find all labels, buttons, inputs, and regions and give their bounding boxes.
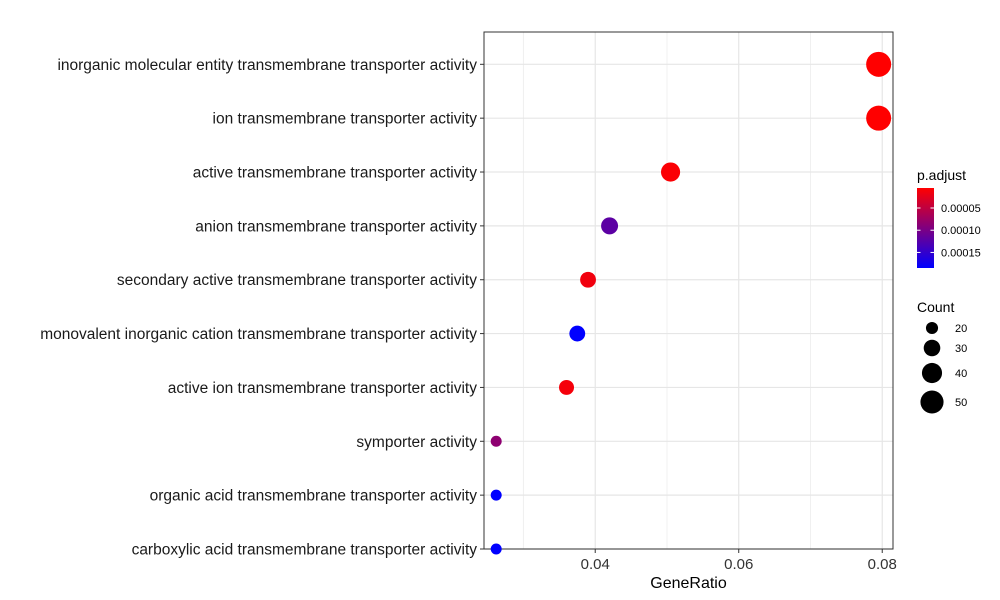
- grid-layer: [484, 32, 893, 550]
- y-tick-label: monovalent inorganic cation transmembran…: [40, 326, 477, 343]
- y-tick-label: inorganic molecular entity transmembrane…: [57, 57, 477, 74]
- size-legend-key: [920, 390, 944, 414]
- size-legend-label: 40: [955, 368, 967, 380]
- y-tick-label: ion transmembrane transporter activity: [213, 111, 478, 128]
- x-axis-labels: 0.04 0.06 0.08: [581, 556, 897, 573]
- size-legend-label: 30: [955, 343, 967, 355]
- data-point: [660, 162, 681, 182]
- y-tick-label: active ion transmembrane transporter act…: [168, 380, 478, 397]
- color-legend-label: 0.00015: [941, 247, 981, 259]
- color-legend: p.adjust 0.00005 0.00010 0.00015: [917, 167, 981, 268]
- axis-ticks: [480, 63, 883, 553]
- y-tick-label: secondary active transmembrane transport…: [117, 272, 477, 289]
- color-legend-label: 0.00005: [941, 203, 981, 215]
- plot-panel-border: [483, 31, 894, 550]
- size-legend-key: [923, 339, 941, 357]
- y-tick-label: carboxylic acid transmembrane transporte…: [132, 542, 478, 559]
- size-legend: Count 20 30 40 50: [917, 299, 967, 414]
- x-axis-title: GeneRatio: [650, 575, 727, 592]
- color-legend-label: 0.00010: [941, 225, 981, 237]
- size-legend-key: [925, 321, 939, 335]
- data-point: [490, 489, 502, 501]
- data-point: [866, 51, 892, 77]
- data-point: [559, 379, 575, 395]
- data-points: [490, 51, 892, 555]
- y-axis-labels: inorganic molecular entity transmembrane…: [40, 57, 477, 559]
- x-tick-label: 0.08: [868, 556, 897, 573]
- color-legend-ticks: 0.00005 0.00010 0.00015: [917, 203, 981, 259]
- y-tick-label: anion transmembrane transporter activity: [195, 218, 477, 235]
- y-tick-label: organic acid transmembrane transporter a…: [150, 488, 478, 505]
- data-point: [866, 105, 892, 131]
- size-legend-title: Count: [917, 299, 954, 315]
- data-point: [490, 435, 502, 447]
- color-legend-title: p.adjust: [917, 167, 966, 183]
- size-legend-key: [921, 362, 943, 384]
- data-point: [490, 543, 502, 555]
- data-point: [569, 325, 586, 342]
- data-point: [580, 271, 596, 288]
- data-point: [601, 217, 619, 235]
- y-tick-label: symporter activity: [356, 434, 477, 451]
- x-tick-label: 0.06: [724, 556, 753, 573]
- y-tick-label: active transmembrane transporter activit…: [193, 165, 478, 182]
- size-legend-label: 50: [955, 397, 967, 409]
- size-legend-label: 20: [955, 323, 967, 335]
- color-legend-bar: [917, 188, 934, 268]
- x-tick-label: 0.04: [581, 556, 610, 573]
- size-legend-keys: 20 30 40 50: [920, 321, 967, 414]
